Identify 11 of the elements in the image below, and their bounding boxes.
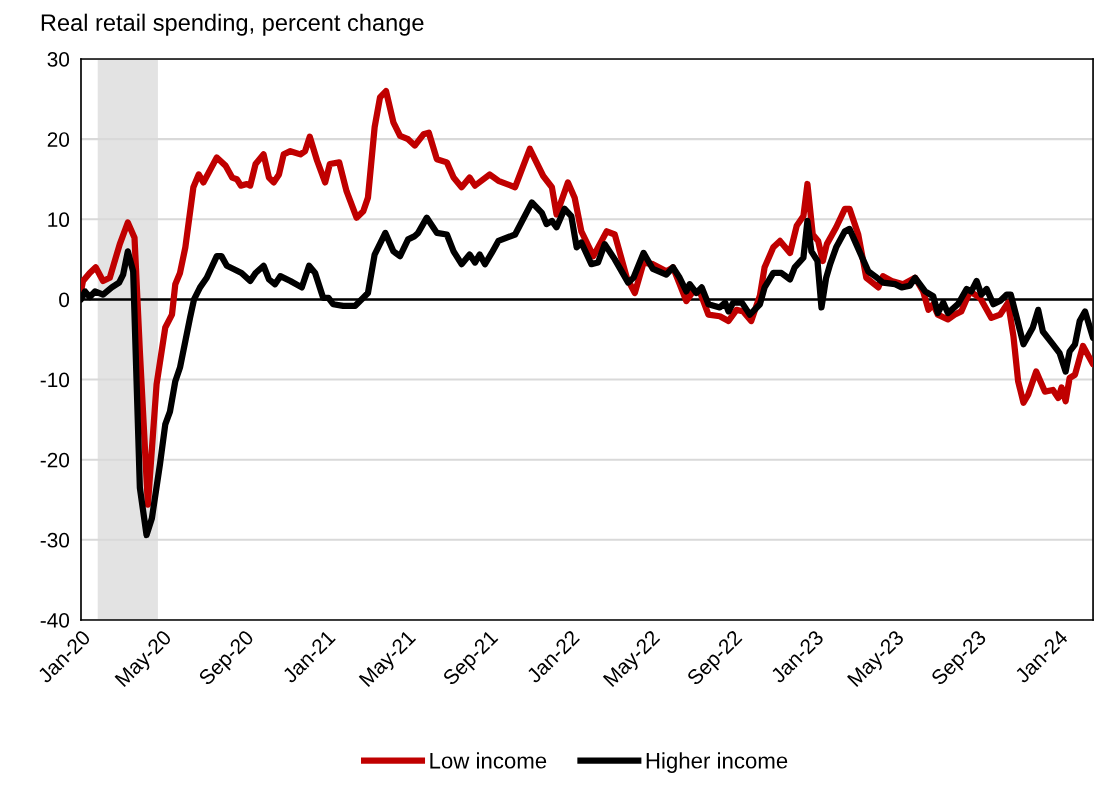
y-tick-label: -10 bbox=[40, 372, 70, 388]
y-tick-label: -20 bbox=[40, 452, 70, 468]
legend-label: Higher income bbox=[646, 752, 788, 773]
y-tick-label: 30 bbox=[47, 52, 70, 67]
y-tick-label: 20 bbox=[47, 132, 70, 147]
legend-label: Low income bbox=[430, 752, 547, 769]
y-tick-label: 0 bbox=[59, 292, 70, 308]
y-tick-label: -40 bbox=[40, 612, 70, 628]
y-tick-label: 10 bbox=[48, 212, 70, 228]
y-tick-label: -30 bbox=[40, 532, 70, 548]
chart-title: Real retail spending, percent change bbox=[41, 13, 424, 36]
